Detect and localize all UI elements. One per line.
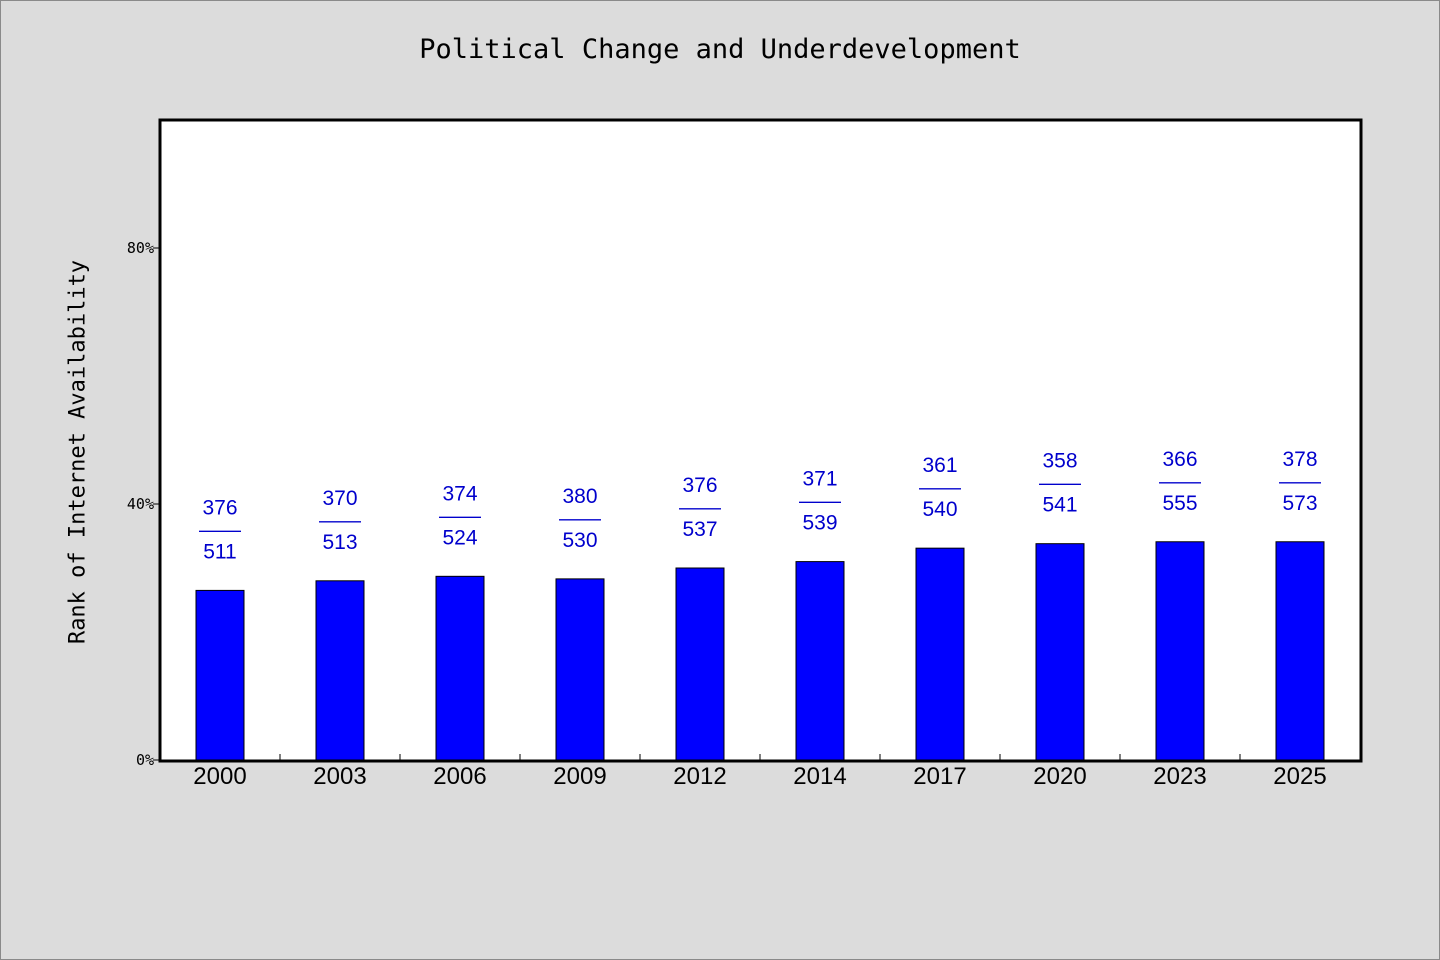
data-label-separator: —— <box>319 509 361 532</box>
data-label-bottom: 530 <box>562 529 597 552</box>
bar <box>675 567 725 761</box>
y-tick-label: 40% <box>127 495 154 513</box>
x-tick-label: 2017 <box>913 763 966 790</box>
data-label-bottom: 537 <box>682 518 717 541</box>
data-label-separator: —— <box>1159 470 1201 493</box>
data-label-separator: —— <box>1279 470 1321 493</box>
bar <box>555 578 605 761</box>
x-tick-label: 2000 <box>193 763 246 790</box>
data-label-top: 358 <box>1042 450 1077 473</box>
data-label-bottom: 539 <box>802 512 837 535</box>
data-label-top: 370 <box>322 487 357 510</box>
bar <box>915 547 965 761</box>
bar <box>1035 543 1085 761</box>
data-label-bottom: 513 <box>322 531 357 554</box>
data-label-separator: —— <box>199 518 241 541</box>
data-label-bottom: 573 <box>1282 492 1317 515</box>
data-label-bottom: 511 <box>203 540 236 563</box>
x-tick-label: 2025 <box>1273 763 1326 790</box>
bar <box>795 561 845 761</box>
x-tick-label: 2020 <box>1033 763 1086 790</box>
bar <box>195 589 245 761</box>
data-label-separator: —— <box>559 507 601 530</box>
x-tick-label: 2023 <box>1153 763 1206 790</box>
data-label-bottom: 540 <box>922 498 957 521</box>
data-label-top: 374 <box>442 482 477 505</box>
x-tick-label: 2012 <box>673 763 726 790</box>
data-label-separator: —— <box>919 476 961 499</box>
chart-title: Political Change and Underdevelopment <box>419 34 1021 65</box>
data-label-top: 366 <box>1162 448 1197 471</box>
data-label-top: 371 <box>802 468 837 491</box>
data-label-bottom: 555 <box>1162 492 1197 515</box>
x-tick-label: 2006 <box>433 763 486 790</box>
data-label-separator: —— <box>799 490 841 513</box>
data-label-top: 380 <box>562 485 597 508</box>
x-tick-label: 2009 <box>553 763 606 790</box>
data-label-top: 376 <box>682 474 717 497</box>
data-label-top: 361 <box>922 454 957 477</box>
bar <box>1155 541 1205 761</box>
y-tick-label: 80% <box>127 239 154 257</box>
x-tick-label: 2014 <box>793 763 846 790</box>
bar <box>1275 541 1325 761</box>
bar <box>315 580 365 761</box>
bar <box>435 575 485 761</box>
data-label-top: 376 <box>202 496 237 519</box>
data-label-separator: —— <box>679 496 721 519</box>
data-label-bottom: 524 <box>442 526 477 549</box>
data-label-separator: —— <box>439 504 481 527</box>
data-label-separator: —— <box>1039 472 1081 495</box>
data-label-top: 378 <box>1282 448 1317 471</box>
x-tick-label: 2003 <box>313 763 366 790</box>
y-tick-label: 0% <box>136 751 154 769</box>
data-label-bottom: 541 <box>1042 494 1077 517</box>
